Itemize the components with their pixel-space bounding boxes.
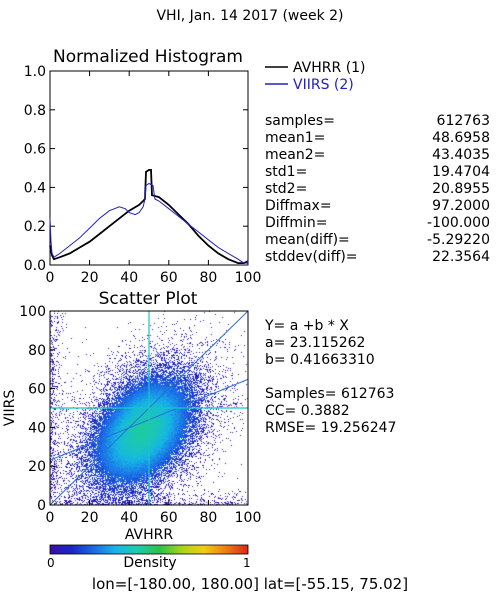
histogram-ytick-label: 0.8: [24, 103, 46, 119]
scatter-ytick-label: 80: [28, 343, 46, 359]
scatter-title: Scatter Plot: [99, 289, 198, 309]
histogram-ytick-label: 0.2: [24, 219, 46, 235]
stat-label: mean2=: [265, 147, 325, 163]
histogram-series: [49, 168, 249, 265]
legend-label-avhrr: AVHRR (1): [293, 60, 366, 76]
stat-label: samples=: [265, 113, 335, 129]
scatter-xtick-label: 0: [46, 510, 55, 526]
scatter-ytick-label: 100: [19, 304, 46, 320]
colorbar-max-label: 1: [243, 556, 251, 570]
scatter-ytick-label: 60: [28, 382, 46, 398]
scatter-overlay: [49, 310, 249, 506]
regression-line-text: CC= 0.3882: [265, 403, 350, 419]
histogram-xtick-label: 80: [199, 270, 217, 286]
colorbar-label: Density: [123, 555, 176, 571]
histogram-xtick-label: 60: [160, 270, 178, 286]
histogram-xtick-label: 20: [81, 270, 99, 286]
footer-coordinates: lon=[-180.00, 180.00] lat=[-55.15, 75.02…: [92, 575, 408, 593]
stat-label: Diffmin=: [265, 215, 327, 231]
histogram-title: Normalized Histogram: [53, 47, 243, 67]
stat-value: 19.4704: [432, 164, 490, 180]
histogram-xtick-label: 40: [120, 270, 138, 286]
scatter-frame: [49, 310, 249, 506]
stat-label: Diffmax=: [265, 198, 332, 214]
scatter-ylabel: VIIRS: [2, 390, 18, 427]
histogram-frame: [49, 70, 249, 266]
histogram-ytick-label: 1.0: [24, 64, 46, 80]
stat-value: 22.3564: [432, 249, 490, 265]
histogram-xtick-label: 0: [46, 270, 55, 286]
scatter-panel: Scatter Plot 0 20 40 60 80 100 0 20 40 60 80 100 AV…: [2, 289, 261, 543]
scatter-ytick-label: 0: [37, 498, 46, 514]
colorbar-min-label: 0: [47, 556, 55, 570]
scatter-ytick-label: 20: [28, 459, 46, 475]
histogram-ytick-label: 0.6: [24, 142, 46, 158]
stat-value: 97.2000: [432, 198, 490, 214]
scatter-ticks: 0 20 40 60 80 100 0 20 40 60 80 100: [19, 304, 261, 526]
stats-table: samples= 612763 mean1= 48.6958 mean2= 43.4035…: [265, 113, 490, 265]
legend-label-viirs: VIIRS (2): [293, 77, 354, 93]
stat-label: mean(diff)=: [265, 232, 350, 248]
stat-label: mean1=: [265, 130, 325, 146]
scatter-xtick-label: 20: [81, 510, 99, 526]
regression-line-text: a= 23.115262: [265, 335, 365, 351]
colorbar-gradient: [49, 544, 249, 555]
scatter-xtick-label: 100: [235, 510, 262, 526]
histogram-ticks: 0 20 40 60 80 100 0.0 0.2 0.4 0.6 0.8 1.0: [24, 64, 262, 286]
stat-label: stddev(diff)=: [265, 249, 358, 265]
stat-label: std2=: [265, 181, 307, 197]
stat-value: 20.8955: [432, 181, 490, 197]
stat-value: -5.29220: [427, 232, 490, 248]
stat-value: 612763: [437, 113, 490, 129]
scatter-xtick-label: 80: [199, 510, 217, 526]
regression-line-text: Samples= 612763: [265, 386, 394, 402]
scatter-ytick-label: 40: [28, 420, 46, 436]
stat-label: std1=: [265, 164, 307, 180]
regression-line-text: b= 0.41663310: [265, 352, 375, 368]
main-title: VHI, Jan. 14 2017 (week 2): [156, 8, 343, 24]
stat-value: -100.000: [427, 215, 490, 231]
histogram-ytick-label: 0.0: [24, 258, 46, 274]
scatter-xlabel: AVHRR: [125, 527, 174, 543]
colorbar: 0 Density 1: [47, 544, 251, 571]
regression-line-text: RMSE= 19.256247: [265, 420, 396, 436]
histogram-panel: Normalized Histogram 0 20 40 60 80 1000.00.20…: [24, 47, 262, 286]
scatter-xtick-label: 60: [160, 510, 178, 526]
regression-line-text: Y= a +b * X: [264, 318, 349, 334]
series-line-avhrr: [49, 168, 249, 265]
series-line-viirs: [49, 182, 249, 264]
histogram-xtick-label: 100: [235, 270, 262, 286]
stat-value: 43.4035: [432, 147, 490, 163]
stat-value: 48.6958: [432, 130, 490, 146]
histogram-ytick-label: 0.4: [24, 180, 46, 196]
legend: AVHRR (1) VIIRS (2): [265, 60, 366, 93]
scatter-xtick-label: 40: [120, 510, 138, 526]
